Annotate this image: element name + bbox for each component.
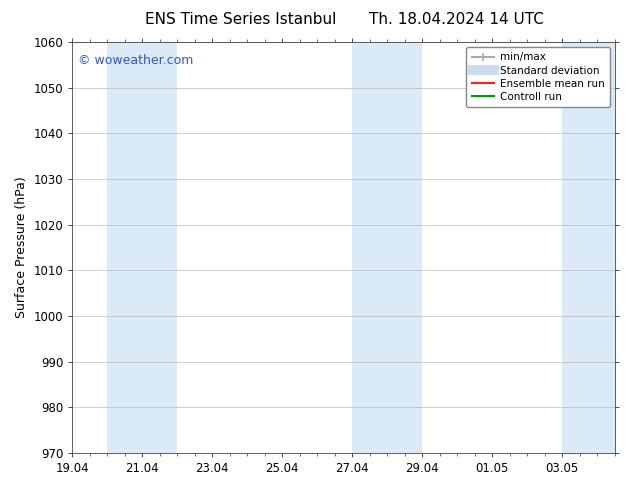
Bar (562, 42, 615, 453)
Legend: min/max, Standard deviation, Ensemble mean run, Controll run: min/max, Standard deviation, Ensemble me… (467, 47, 610, 107)
Bar (353, 42, 422, 453)
Text: © woweather.com: © woweather.com (78, 54, 193, 68)
Text: Th. 18.04.2024 14 UTC: Th. 18.04.2024 14 UTC (369, 12, 544, 27)
Text: ENS Time Series Istanbul: ENS Time Series Istanbul (145, 12, 337, 27)
Y-axis label: Surface Pressure (hPa): Surface Pressure (hPa) (15, 176, 28, 318)
Bar (107, 42, 178, 453)
